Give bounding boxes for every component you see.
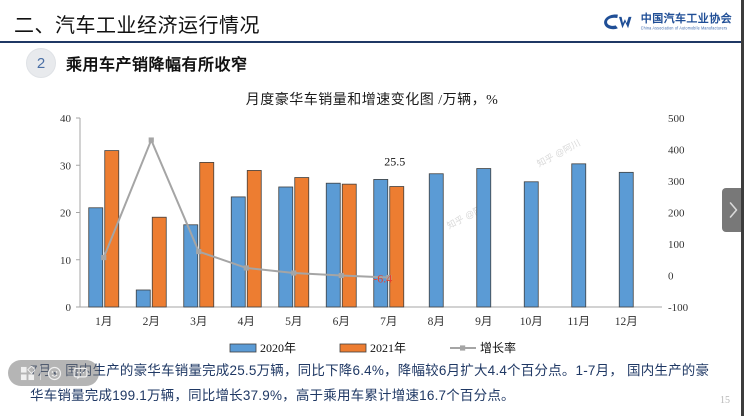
y-tick-label-right: 100 [668,239,685,251]
bar-2020年-6月 [325,182,341,308]
y-tick-label-right: 200 [668,208,685,220]
toolbar-separator [40,366,41,380]
legend-swatch-2020年 [229,343,257,353]
caam-logo: 中国汽车工业协会 China Association of Automobile… [602,8,732,36]
bar-2021年-3月 [199,162,215,308]
emoji-icon[interactable] [41,362,67,384]
grid-icon[interactable] [14,362,40,384]
caption-line-2: 国内生产的豪华车销量完成199.1万辆，同比增长37.9%，高于乘用车累计增速1… [30,363,710,403]
y-tick-label-left: 20 [60,208,72,220]
bar-2020年-7月 [373,179,389,308]
x-tick-label-3月: 3月 [190,316,207,328]
comment-icon[interactable] [67,362,93,384]
bar-2021年-7月 [389,186,405,308]
legend-marker-增长率 [460,345,466,351]
legend-label-2020年: 2020年 [260,341,296,355]
caam-logo-en: China Association of Automobile Manufact… [640,25,728,31]
legend-label-2021年: 2021年 [370,341,406,355]
x-tick-label-12月: 12月 [615,316,638,328]
bar-2021年-6月 [341,183,357,308]
chart-title: 月度豪华车销量和增速变化图 /万辆，% [245,93,499,108]
growth-rate-marker-5月 [291,270,297,276]
growth-rate-marker-3月 [196,248,202,255]
x-tick-label-1月: 1月 [95,316,112,328]
growth-rate-marker-4月 [243,265,249,271]
caam-logo-cn: 中国汽车工业协会 [640,12,732,25]
bar-2020年-5月 [278,186,294,308]
x-tick-label-5月: 5月 [285,316,302,328]
bar-2020年-11月 [571,163,587,308]
floating-toolbar[interactable] [8,360,99,386]
caption-line-1: 7月，国内生产的豪华车销量完成25.5万辆，同比下降6.4%，降幅较6月扩大4.… [30,363,624,378]
bar-2020年-10月 [523,181,539,308]
y-tick-label-left: 0 [66,302,72,314]
bar-2021年-4月 [246,170,262,308]
bar-2020年-12月 [618,171,634,308]
y-tick-label-right: -100 [668,302,689,314]
bar-2021年-2月 [151,216,167,308]
y-tick-label-left: 10 [60,255,72,267]
chevron-right-icon [729,202,737,218]
caam-logo-mark [603,14,632,30]
bar-2021年-1月 [104,150,120,308]
annotation-sales-value: 25.5 [384,154,405,168]
next-slide-button[interactable] [722,188,744,232]
y-tick-label-left: 40 [60,113,72,125]
bar-2020年-2月 [135,289,151,308]
y-tick-label-left: 30 [60,160,72,172]
x-tick-label-7月: 7月 [380,316,397,328]
bar-2020年-9月 [476,168,492,308]
x-tick-label-11月: 11月 [567,316,590,328]
legend-label-增长率: 增长率 [480,340,516,355]
annotation-growth-value: -6.4 [373,272,392,286]
page-title: 二、汽车工业经济运行情况 [14,15,260,37]
page-number: 15 [720,395,730,406]
growth-rate-marker-6月 [338,272,344,279]
legend-swatch-2021年 [339,343,367,353]
growth-rate-marker-1月 [101,254,107,261]
y-tick-label-right: 0 [668,271,674,283]
section-subtitle-label: 乘用车产销降幅有所收窄 [66,57,248,74]
bar-2020年-1月 [88,207,104,308]
bar-2020年-4月 [230,196,246,308]
x-tick-label-2月: 2月 [143,316,160,328]
bar-2020年-3月 [183,224,199,308]
caam-logo-text: 中国汽车工业协会 China Association of Automobile… [640,12,732,31]
section-subtitle: 2 乘用车产销降幅有所收窄 [26,48,248,78]
y-tick-label-right: 400 [668,145,685,157]
y-tick-label-right: 300 [668,176,685,188]
bar-2020年-8月 [428,173,444,308]
growth-rate-marker-2月 [148,137,154,143]
slide-caption: 7月，国内生产的豪华车销量完成25.5万辆，同比下降6.4%，降幅较6月扩大4.… [30,358,720,408]
header-divider [0,41,744,43]
x-tick-label-6月: 6月 [333,316,350,328]
x-tick-label-4月: 4月 [238,316,255,328]
x-tick-label-8月: 8月 [428,316,445,328]
growth-rate-marker-7月 [386,274,392,281]
bar-2021年-5月 [294,177,310,308]
x-tick-label-9月: 9月 [475,316,492,328]
y-tick-label-right: 500 [668,113,685,125]
scroll-gutter[interactable] [741,0,744,416]
section-number-badge: 2 [26,48,56,78]
x-tick-label-10月: 10月 [520,316,543,328]
